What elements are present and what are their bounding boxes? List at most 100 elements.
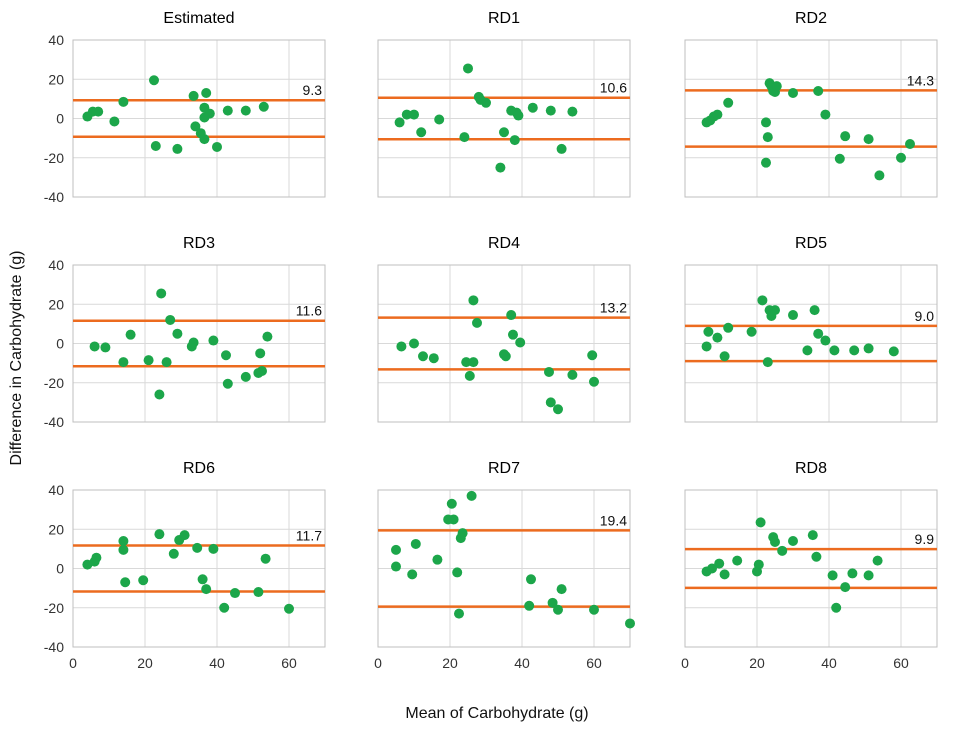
- data-point: [165, 314, 176, 325]
- y-tick-label: -20: [44, 375, 64, 391]
- data-point: [719, 351, 730, 362]
- data-point: [401, 109, 412, 120]
- data-point: [746, 326, 757, 337]
- data-point: [834, 153, 845, 164]
- data-point: [201, 87, 212, 98]
- x-tick-label: 20: [442, 655, 458, 671]
- data-point: [527, 102, 538, 113]
- data-point: [240, 371, 251, 382]
- data-point: [761, 157, 771, 168]
- data-point: [468, 295, 479, 306]
- data-point: [863, 343, 874, 354]
- y-tick-label: 0: [56, 336, 64, 352]
- data-point: [118, 544, 129, 555]
- y-tick-label: 40: [48, 257, 64, 273]
- y-tick-label: 20: [48, 71, 64, 87]
- y-tick-label: 40: [48, 482, 64, 498]
- data-point: [416, 127, 427, 138]
- x-tick-label: 60: [586, 655, 602, 671]
- x-tick-label: 20: [137, 655, 153, 671]
- data-point: [208, 335, 219, 346]
- data-point: [396, 341, 407, 352]
- data-point: [905, 139, 915, 150]
- data-point: [863, 134, 874, 145]
- limit-label: 9.9: [915, 531, 935, 547]
- data-point: [719, 569, 730, 580]
- data-point: [161, 357, 172, 368]
- data-point: [788, 536, 798, 547]
- data-point: [827, 570, 838, 581]
- data-point: [553, 604, 563, 615]
- data-point: [495, 162, 506, 173]
- data-point: [526, 574, 536, 585]
- data-point: [506, 310, 517, 321]
- data-point: [712, 109, 723, 120]
- data-point: [515, 337, 526, 348]
- plot-frame: [684, 264, 938, 423]
- panel-title: RD5: [795, 235, 827, 252]
- panel-estimated: Estimated -40 -20 0 20 40 9.3: [44, 10, 326, 205]
- data-point: [204, 108, 215, 119]
- data-point: [468, 357, 479, 368]
- data-point: [723, 322, 734, 333]
- data-point: [201, 584, 212, 595]
- data-point: [258, 101, 269, 112]
- data-point: [888, 346, 899, 357]
- data-point: [197, 574, 208, 585]
- data-point: [156, 288, 167, 299]
- x-tick-label: 60: [281, 655, 297, 671]
- data-point: [407, 569, 418, 580]
- data-point: [513, 110, 524, 121]
- data-point: [262, 331, 273, 342]
- data-point: [556, 143, 567, 154]
- data-point: [172, 143, 183, 154]
- panel-title: RD8: [795, 460, 827, 477]
- data-point: [755, 517, 766, 528]
- data-point: [896, 152, 906, 163]
- data-point: [172, 328, 183, 339]
- limit-label: 9.3: [303, 82, 323, 98]
- data-point: [118, 96, 129, 107]
- data-point: [509, 135, 520, 146]
- y-tick-label: 0: [56, 561, 64, 577]
- data-point: [428, 353, 439, 364]
- panel-rd8: RD8 0 20 40 60 9.9: [681, 460, 938, 671]
- data-point: [813, 86, 824, 97]
- data-point: [230, 588, 240, 599]
- data-point: [589, 604, 599, 615]
- y-tick-label: 20: [48, 521, 64, 537]
- panel-title: RD1: [488, 10, 520, 27]
- data-point: [481, 97, 491, 108]
- data-point: [811, 551, 822, 562]
- data-point: [840, 582, 851, 593]
- data-point: [809, 305, 820, 316]
- data-point: [154, 529, 165, 540]
- data-point: [770, 537, 780, 548]
- data-point: [179, 530, 190, 541]
- panel-rd5: RD5 9.0: [684, 235, 938, 423]
- data-point: [545, 105, 556, 116]
- data-point: [100, 342, 111, 353]
- data-point: [120, 577, 131, 588]
- data-point: [587, 350, 598, 361]
- data-point: [553, 404, 563, 415]
- data-point: [714, 558, 725, 569]
- data-point: [118, 536, 129, 547]
- data-point: [589, 376, 599, 387]
- data-point: [849, 345, 860, 356]
- limit-label: 9.0: [915, 308, 935, 324]
- data-point: [457, 528, 468, 539]
- data-point: [446, 498, 457, 509]
- data-point: [703, 326, 714, 337]
- data-point: [149, 75, 159, 86]
- data-point: [567, 369, 578, 380]
- data-point: [150, 140, 161, 151]
- data-point: [547, 597, 558, 608]
- y-tick-label: 40: [48, 32, 64, 48]
- data-point: [409, 338, 419, 349]
- x-tick-label: 40: [821, 655, 837, 671]
- panels: Estimated -40 -20 0 20 40 9.3 RD1 10.6 RD2 14.3 RD3…: [44, 10, 938, 671]
- x-tick-label: 20: [749, 655, 765, 671]
- panel-rd2: RD2 14.3: [684, 10, 938, 198]
- data-point: [707, 563, 717, 574]
